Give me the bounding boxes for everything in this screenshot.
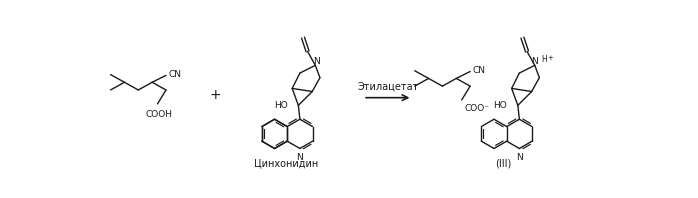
Text: COO⁻: COO⁻ [465, 104, 490, 113]
Text: H: H [542, 55, 547, 65]
Text: HO: HO [274, 101, 288, 110]
Text: CN: CN [168, 70, 181, 79]
Text: +: + [209, 88, 221, 102]
Text: +: + [547, 55, 553, 61]
Text: Цинхонидин: Цинхонидин [254, 159, 318, 168]
Text: (III): (III) [495, 159, 512, 168]
Text: N: N [531, 57, 538, 66]
Text: HO: HO [493, 101, 507, 110]
Text: COOH: COOH [146, 110, 172, 119]
Text: Этилацетат: Этилацетат [357, 82, 418, 91]
Text: N: N [516, 153, 523, 162]
Text: CN: CN [473, 66, 485, 75]
Text: N: N [297, 153, 303, 162]
Text: N: N [313, 57, 320, 66]
